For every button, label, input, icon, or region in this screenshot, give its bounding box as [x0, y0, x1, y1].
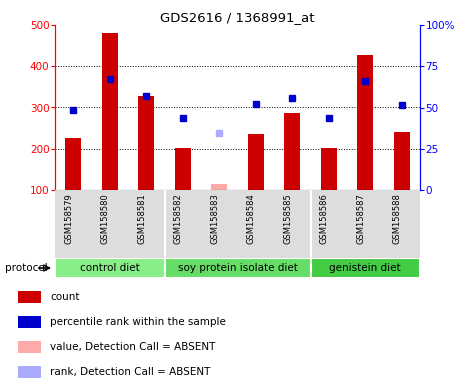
Bar [247, 134, 264, 190]
Bar [65, 138, 81, 190]
Text: soy protein isolate diet: soy protein isolate diet [178, 263, 298, 273]
Bar [211, 184, 227, 190]
Bar [311, 258, 420, 278]
Text: GSM158587: GSM158587 [356, 194, 365, 244]
Text: GSM158580: GSM158580 [101, 194, 110, 244]
Bar [393, 132, 410, 190]
Text: genistein diet: genistein diet [329, 263, 401, 273]
Text: protocol: protocol [5, 263, 47, 273]
Text: GSM158581: GSM158581 [137, 194, 146, 244]
Text: rank, Detection Call = ABSENT: rank, Detection Call = ABSENT [50, 367, 211, 377]
Bar [55, 258, 165, 278]
Bar [284, 113, 300, 190]
Bar [174, 148, 191, 190]
Bar [19, 341, 41, 353]
Bar [19, 291, 41, 303]
Text: value, Detection Call = ABSENT: value, Detection Call = ABSENT [50, 342, 216, 352]
Bar [320, 148, 337, 190]
Text: count: count [50, 292, 80, 302]
Text: control diet: control diet [80, 263, 140, 273]
Text: GSM158588: GSM158588 [393, 194, 402, 244]
Bar [19, 366, 41, 377]
Text: GSM158586: GSM158586 [320, 194, 329, 244]
Bar [101, 33, 118, 190]
Bar [19, 316, 41, 328]
Text: GSM158579: GSM158579 [64, 194, 73, 244]
Bar [138, 96, 154, 190]
Bar [165, 258, 311, 278]
Bar [357, 55, 373, 190]
Text: GSM158584: GSM158584 [247, 194, 256, 244]
Text: GSM158585: GSM158585 [283, 194, 292, 244]
Title: GDS2616 / 1368991_at: GDS2616 / 1368991_at [160, 11, 315, 24]
Text: percentile rank within the sample: percentile rank within the sample [50, 317, 226, 327]
Text: GSM158583: GSM158583 [210, 194, 219, 244]
Text: GSM158582: GSM158582 [174, 194, 183, 244]
